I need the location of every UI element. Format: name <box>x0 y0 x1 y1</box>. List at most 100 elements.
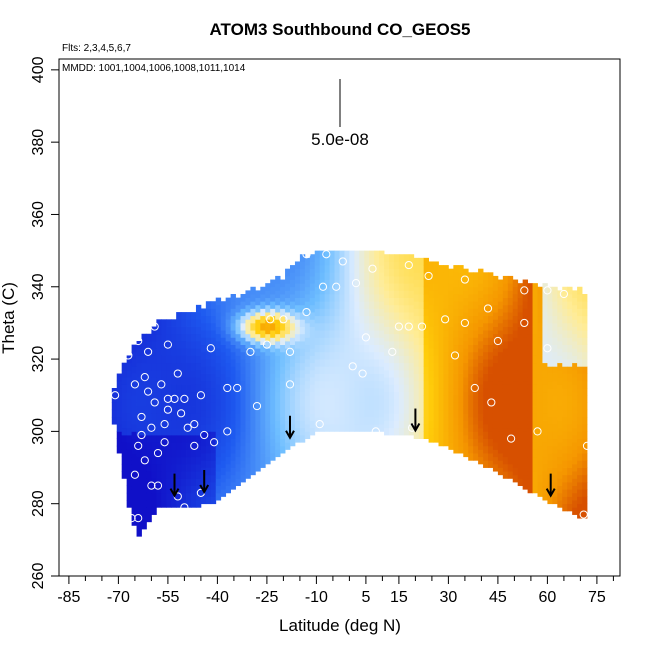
heatmap-cell <box>354 315 360 324</box>
heatmap-cell <box>572 485 578 494</box>
heatmap-cell <box>364 359 370 367</box>
heatmap-cell <box>131 359 137 367</box>
heatmap-cell <box>522 279 528 288</box>
heatmap-cell <box>413 431 420 440</box>
heatmap-cell <box>398 341 405 349</box>
heatmap-cell <box>141 398 147 407</box>
heatmap-cell <box>512 395 519 403</box>
heatmap-cell <box>463 348 469 356</box>
heatmap-cell <box>522 366 528 374</box>
heatmap-cell <box>522 460 528 468</box>
heatmap-cell <box>324 351 330 360</box>
heatmap-cell <box>270 424 276 432</box>
heatmap-cell <box>304 257 311 266</box>
heatmap-cell <box>408 283 415 291</box>
heatmap-cell <box>235 442 241 450</box>
heatmap-cell <box>161 348 167 356</box>
heatmap-cell <box>220 474 227 483</box>
heatmap-cell <box>537 308 543 317</box>
heatmap-cell <box>250 286 256 295</box>
heatmap-cell <box>492 398 499 407</box>
heatmap-cell <box>186 500 192 508</box>
heatmap-cell <box>265 442 271 450</box>
heatmap-cell <box>146 514 152 523</box>
heatmap-cell <box>131 510 137 519</box>
heatmap-cell <box>468 395 474 403</box>
heatmap-cell <box>567 467 573 476</box>
heatmap-cell <box>552 460 558 468</box>
heatmap-cell <box>354 388 360 396</box>
heatmap-cell <box>453 286 459 295</box>
heatmap-cell <box>334 351 340 360</box>
heatmap-cell <box>582 373 588 382</box>
heatmap-cell <box>136 391 142 400</box>
heatmap-cell <box>527 326 533 335</box>
heatmap-cell <box>136 398 142 407</box>
heatmap-cell <box>290 294 296 302</box>
heatmap-cell <box>294 304 301 313</box>
heatmap-cell <box>354 366 360 374</box>
heatmap-cell <box>166 478 172 487</box>
heatmap-cell <box>473 359 479 367</box>
heatmap-cell <box>458 265 464 273</box>
heatmap-cell <box>384 312 390 320</box>
heatmap-cell <box>290 438 296 447</box>
heatmap-cell <box>448 362 454 371</box>
heatmap-cell <box>364 308 370 317</box>
heatmap-cell <box>384 341 390 349</box>
heatmap-cell <box>220 344 227 353</box>
heatmap-cell <box>240 460 246 468</box>
heatmap-cell <box>374 330 380 338</box>
heatmap-cell <box>126 435 132 443</box>
heatmap-cell <box>512 409 519 418</box>
heatmap-cell <box>324 272 330 280</box>
heatmap-cell <box>339 395 345 403</box>
heatmap-cell <box>136 449 142 458</box>
heatmap-cell <box>483 380 489 389</box>
heatmap-cell <box>255 333 261 342</box>
heatmap-cell <box>304 351 311 360</box>
sample-point <box>302 307 311 317</box>
heatmap-cell <box>379 265 385 273</box>
heatmap-cell <box>408 312 415 320</box>
heatmap-cell <box>537 351 543 360</box>
heatmap-cell <box>557 427 563 436</box>
heatmap-cell <box>483 294 489 302</box>
heatmap-cell <box>542 297 548 306</box>
heatmap-cell <box>369 366 375 374</box>
heatmap-cell <box>418 330 425 338</box>
heatmap-cell <box>205 359 212 367</box>
heatmap-cell <box>275 275 281 284</box>
heatmap-cell <box>364 257 370 266</box>
heatmap-cell <box>448 304 454 313</box>
heatmap-cell <box>512 467 519 476</box>
heatmap-cell <box>463 420 469 429</box>
heatmap-cell <box>473 315 479 324</box>
heatmap-cell <box>418 337 425 346</box>
heatmap-cell <box>547 337 553 346</box>
heatmap-cell <box>562 373 568 382</box>
heatmap-cell <box>433 398 439 407</box>
heatmap-cell <box>260 460 266 468</box>
heatmap-cell <box>552 359 558 367</box>
heatmap-cell <box>225 449 231 458</box>
heatmap-cell <box>136 362 142 371</box>
heatmap-cell <box>349 294 355 302</box>
heatmap-cell <box>572 478 578 487</box>
heatmap-cell <box>136 529 142 537</box>
heatmap-cell <box>497 467 504 476</box>
heatmap-cell <box>413 279 420 288</box>
heatmap-cell <box>166 377 172 385</box>
heatmap-cell <box>582 315 588 324</box>
heatmap-cell <box>537 460 543 468</box>
heatmap-cell <box>428 384 434 393</box>
heatmap-cell <box>552 496 558 505</box>
heatmap-cell <box>255 355 261 364</box>
heatmap-cell <box>562 337 568 346</box>
heatmap-cell <box>547 395 553 403</box>
heatmap-cell <box>151 384 157 393</box>
heatmap-cell <box>522 402 528 411</box>
heatmap-cell <box>433 319 439 327</box>
heatmap-cell <box>265 456 271 465</box>
